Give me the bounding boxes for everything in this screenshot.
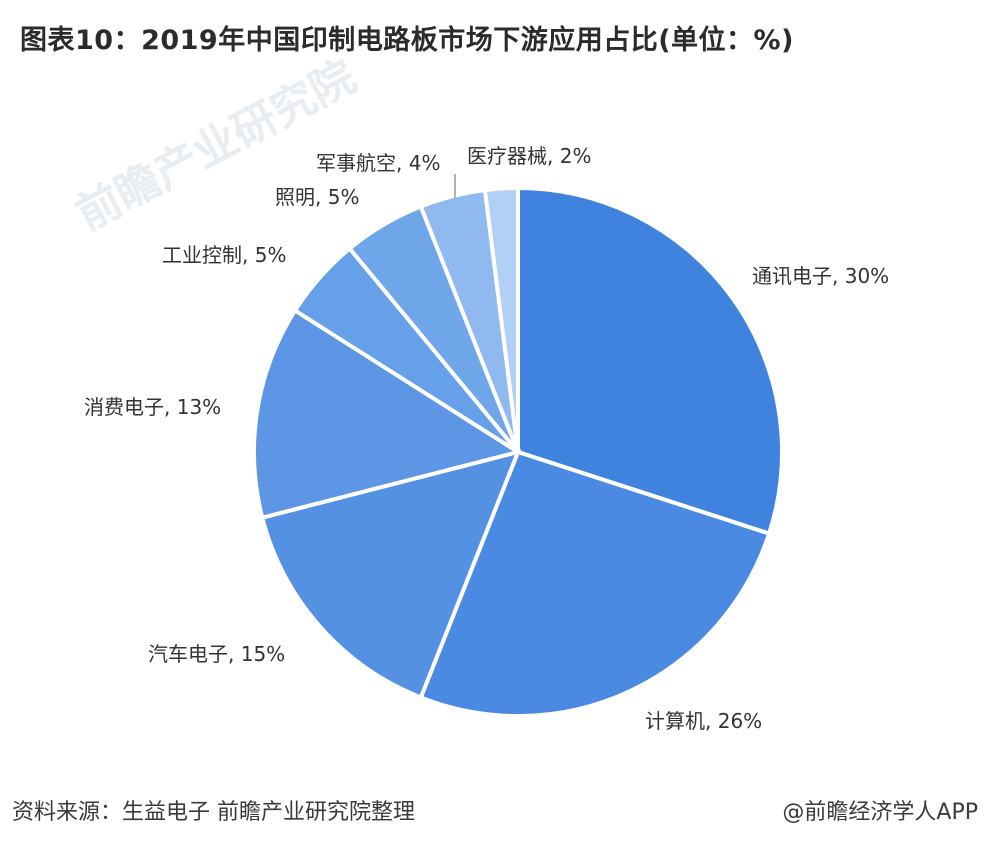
pie-slice [482,185,520,453]
slice-label: 工业控制, 5% [162,243,286,267]
source-note: 资料来源：生益电子 前瞻产业研究院整理 [12,800,415,825]
chart-title: 图表10：2019年中国印制电路板市场下游应用占比(单位：%) [20,25,794,56]
slice-label: 医疗器械, 2% [467,144,591,168]
slice-label: 汽车电子, 15% [148,642,285,666]
slice-label: 通讯电子, 30% [752,264,889,288]
pie-slice [252,307,523,521]
slice-label: 计算机, 26% [645,709,762,733]
slice-label: 军事航空, 4% [316,151,440,175]
pie-slice [418,449,772,718]
slice-label: 消费电子, 13% [84,395,221,419]
pie-slice [516,185,784,537]
brand-note: @前瞻经济学人APP [782,800,978,825]
pie-slice [259,449,522,701]
slice-label: 照明, 5% [275,185,359,209]
